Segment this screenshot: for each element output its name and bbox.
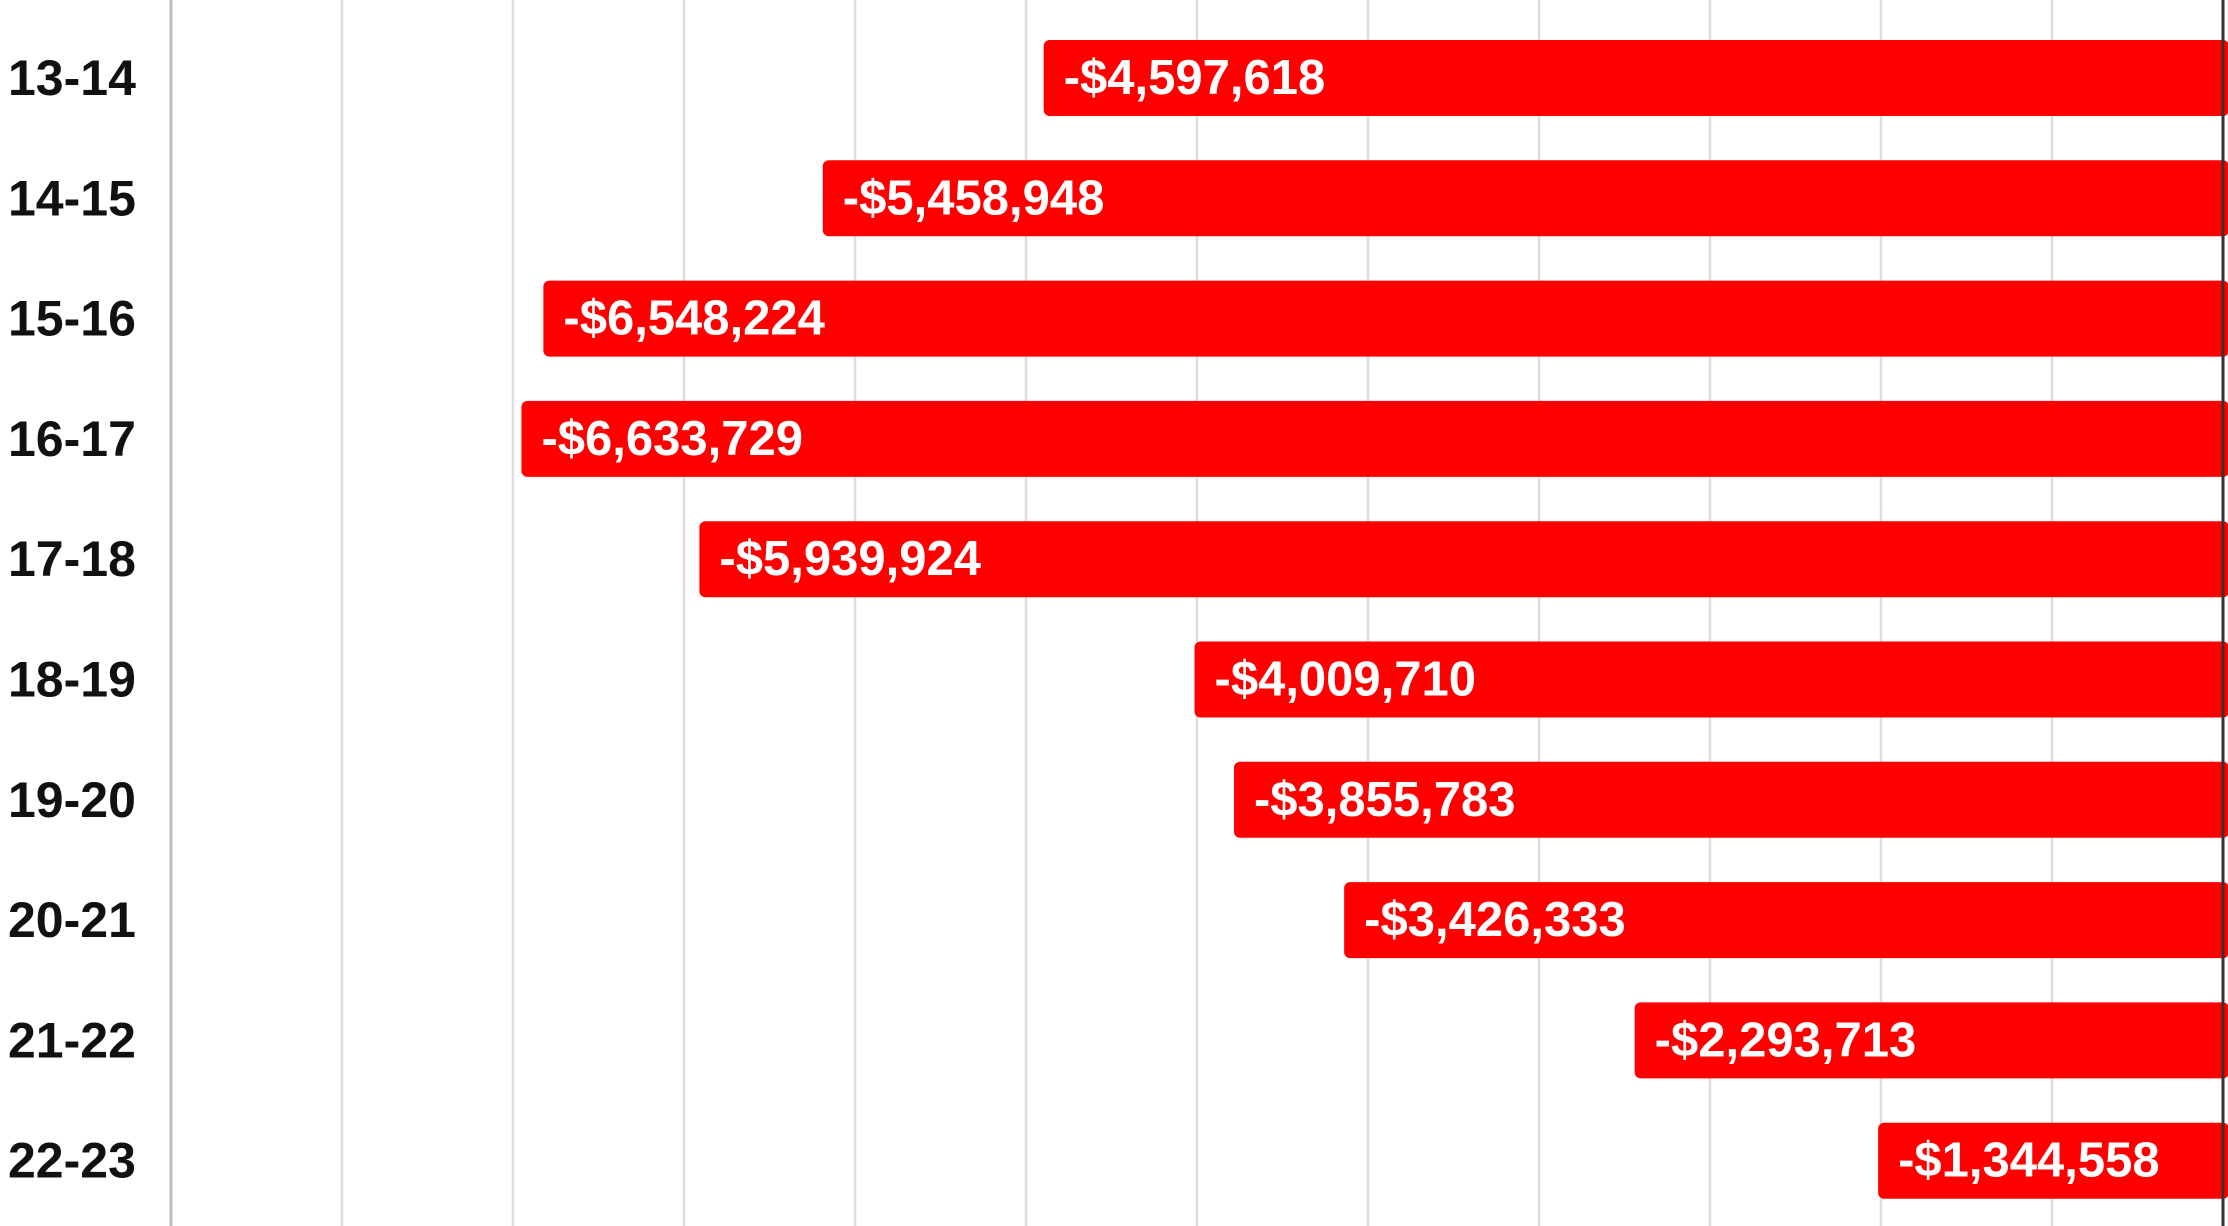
bar-20-21	[1344, 882, 2228, 959]
data-label-19-20: -$3,855,783	[1254, 773, 1516, 827]
bars	[521, 40, 2228, 1199]
data-label-14-15: -$5,458,948	[843, 171, 1105, 225]
category-label-17-18: 17-18	[8, 531, 136, 587]
bar-14-15	[822, 160, 2228, 237]
bar-22-23	[1878, 1122, 2228, 1199]
bar-21-22	[1634, 1002, 2228, 1079]
data-label-16-17: -$6,633,729	[541, 412, 803, 466]
category-label-19-20: 19-20	[8, 772, 136, 828]
bar-17-18	[699, 521, 2228, 598]
data-label-22-23: -$1,344,558	[1898, 1134, 2160, 1188]
bar-13-14	[1043, 40, 2228, 116]
data-label-18-19: -$4,009,710	[1215, 653, 1477, 707]
category-labels: 13-14 14-15 15-16 16-17 17-18 18-19 19-20 20-21…	[8, 50, 136, 1189]
bar-18-19	[1194, 641, 2228, 718]
data-label-21-22: -$2,293,713	[1655, 1013, 1917, 1067]
bar-15-16	[543, 280, 2228, 357]
category-label-13-14: 13-14	[8, 50, 136, 106]
data-label-13-14: -$4,597,618	[1064, 51, 1326, 105]
bar-19-20	[1233, 761, 2228, 838]
bar-16-17	[521, 400, 2228, 477]
category-label-16-17: 16-17	[8, 411, 136, 467]
category-label-15-16: 15-16	[8, 291, 136, 347]
data-label-15-16: -$6,548,224	[563, 292, 825, 346]
category-label-14-15: 14-15	[8, 170, 136, 226]
data-label-17-18: -$5,939,924	[719, 532, 981, 586]
category-label-21-22: 21-22	[8, 1012, 136, 1068]
data-label-20-21: -$3,426,333	[1364, 893, 1626, 947]
category-label-20-21: 20-21	[8, 892, 136, 948]
category-label-22-23: 22-23	[8, 1133, 136, 1189]
category-label-18-19: 18-19	[8, 652, 136, 708]
data-labels: -$4,597,618 -$5,458,948 -$6,548,224 -$6,633…	[541, 51, 2159, 1188]
